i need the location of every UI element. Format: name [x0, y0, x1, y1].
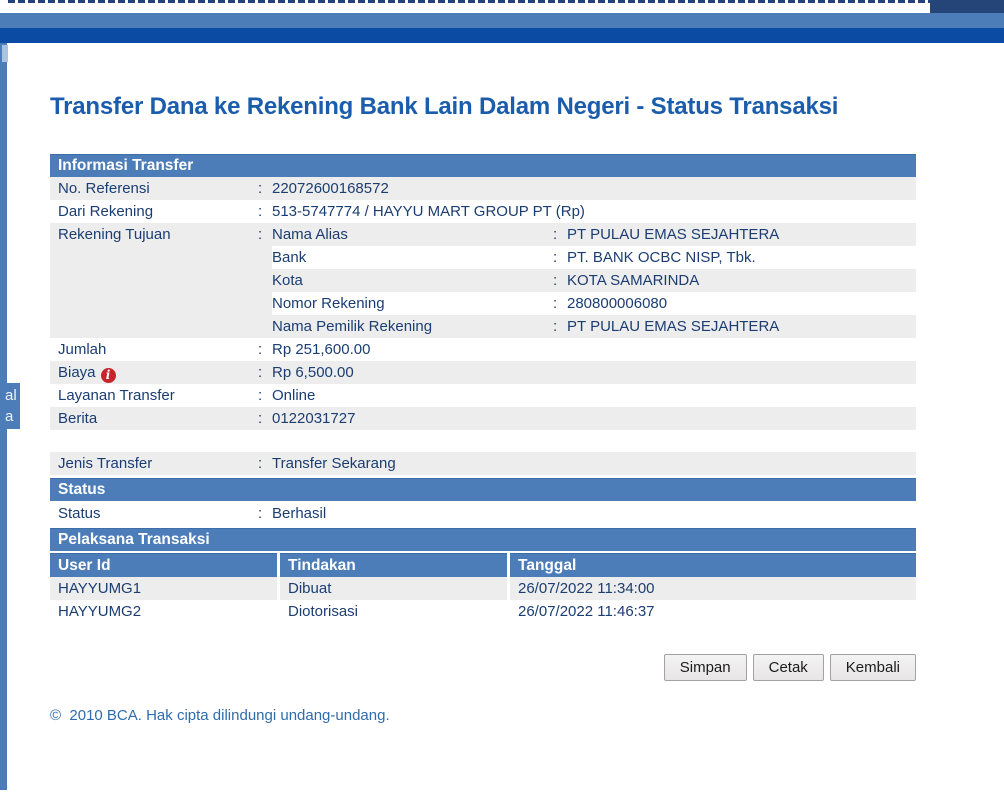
section-header-status: Status: [50, 478, 916, 501]
sidebar-bottom-gap: [0, 790, 7, 804]
column-header-tindakan: Tindakan: [280, 553, 507, 577]
colon: :: [553, 223, 567, 246]
row-label: Layanan Transfer: [50, 384, 258, 407]
colon: :: [258, 407, 272, 430]
row-label: No. Referensi: [50, 177, 258, 200]
row-label: Status: [50, 502, 258, 525]
cell-tanggal: 26/07/2022 11:34:00: [510, 577, 916, 600]
info-table: No. Referensi : 22072600168572 Dari Reke…: [50, 177, 916, 430]
cell-tanggal: 26/07/2022 11:46:37: [510, 600, 916, 623]
colon: :: [553, 246, 567, 269]
row-label: Rekening Tujuan: [50, 223, 258, 246]
column-header-tanggal: Tanggal: [510, 553, 916, 577]
row-label-empty: [50, 292, 258, 315]
row-value: KOTA SAMARINDA: [567, 269, 916, 292]
colon: :: [258, 452, 272, 475]
sidebar-fragment: a: [5, 408, 14, 425]
status-row: Status : Berhasil: [50, 502, 916, 525]
copyright-footer: © 2010 BCA. Hak cipta dilindungi undang-…: [50, 707, 390, 724]
colon-empty: [258, 269, 272, 292]
info-row-berita: Berita : 0122031727: [50, 407, 916, 430]
pelaksana-row: HAYYUMG1 Dibuat 26/07/2022 11:34:00: [50, 577, 916, 600]
colon: :: [258, 502, 272, 525]
row-label: Berita: [50, 407, 258, 430]
colon: :: [553, 315, 567, 338]
row-label-empty: [50, 246, 258, 269]
colon: :: [258, 338, 272, 361]
row-sublabel: Nomor Rekening: [272, 292, 553, 315]
pelaksana-row: HAYYUMG2 Diotorisasi 26/07/2022 11:46:37: [50, 600, 916, 623]
row-label: Dari Rekening: [50, 200, 258, 223]
row-value: PT PULAU EMAS SEJAHTERA: [567, 223, 916, 246]
info-row-bank: Bank : PT. BANK OCBC NISP, Tbk.: [50, 246, 916, 269]
row-value: Online: [272, 384, 916, 407]
info-row-kota: Kota : KOTA SAMARINDA: [50, 269, 916, 292]
action-buttons: Simpan Cetak Kembali: [663, 654, 916, 681]
cell-tindakan: Diotorisasi: [280, 600, 507, 623]
row-value: 513-5747774 / HAYYU MART GROUP PT (Rp): [272, 200, 916, 223]
cell-user-id: HAYYUMG2: [50, 600, 277, 623]
row-label-text: Biaya: [58, 364, 96, 381]
colon: :: [258, 223, 272, 246]
row-label-empty: [50, 315, 258, 338]
colon-empty: [258, 292, 272, 315]
top-steel-blue-bar: [0, 13, 1004, 28]
colon: :: [258, 200, 272, 223]
sidebar-fragment: al: [5, 387, 17, 404]
row-value: PT. BANK OCBC NISP, Tbk.: [567, 246, 916, 269]
row-sublabel: Bank: [272, 246, 553, 269]
row-value: 280800006080: [567, 292, 916, 315]
colon-empty: [258, 246, 272, 269]
row-label: Jenis Transfer: [50, 452, 258, 475]
row-value status-value: Berhasil: [272, 502, 916, 525]
colon: :: [553, 292, 567, 315]
info-row-no-referensi: No. Referensi : 22072600168572: [50, 177, 916, 200]
jenis-transfer-row: Jenis Transfer : Transfer Sekarang: [50, 452, 916, 475]
info-row-biaya: Biaya i : Rp 6,500.00: [50, 361, 916, 384]
info-row-nomor-rekening: Nomor Rekening : 280800006080: [50, 292, 916, 315]
sidebar-scroll-thumb: [2, 45, 8, 62]
info-icon[interactable]: i: [100, 368, 116, 383]
kembali-button[interactable]: Kembali: [829, 654, 916, 681]
row-value: Rp 6,500.00: [272, 361, 916, 384]
colon: :: [258, 361, 272, 384]
cetak-button[interactable]: Cetak: [752, 654, 824, 681]
row-value: 22072600168572: [272, 177, 916, 200]
row-label: Jumlah: [50, 338, 258, 361]
row-value: Rp 251,600.00: [272, 338, 916, 361]
info-row-layanan-transfer: Layanan Transfer : Online: [50, 384, 916, 407]
colon: :: [553, 269, 567, 292]
colon: :: [258, 177, 272, 200]
sidebar-clipped-menu: al a: [0, 383, 20, 429]
row-sublabel: Kota: [272, 269, 553, 292]
top-right-navy-block: [930, 0, 1004, 13]
colon-empty: [258, 315, 272, 338]
info-row-rekening-tujuan-nama-alias: Rekening Tujuan : Nama Alias : PT PULAU …: [50, 223, 916, 246]
top-dark-blue-bar: [0, 28, 1004, 43]
row-sublabel: Nama Alias: [272, 223, 553, 246]
row-label-empty: [50, 269, 258, 292]
pelaksana-column-header-row: User Id Tindakan Tanggal: [50, 553, 916, 577]
page-title: Transfer Dana ke Rekening Bank Lain Dala…: [50, 93, 839, 120]
row-value: Transfer Sekarang: [272, 452, 916, 475]
info-row-jumlah: Jumlah : Rp 251,600.00: [50, 338, 916, 361]
section-header-informasi-transfer: Informasi Transfer: [50, 154, 916, 177]
cell-tindakan: Dibuat: [280, 577, 507, 600]
info-row-nama-pemilik-rekening: Nama Pemilik Rekening : PT PULAU EMAS SE…: [50, 315, 916, 338]
row-value: PT PULAU EMAS SEJAHTERA: [567, 315, 916, 338]
simpan-button[interactable]: Simpan: [663, 654, 747, 681]
row-label: Biaya i: [50, 361, 258, 384]
cell-user-id: HAYYUMG1: [50, 577, 277, 600]
colon: :: [258, 384, 272, 407]
top-navy-dashed-strip: [8, 0, 1004, 3]
info-row-dari-rekening: Dari Rekening : 513-5747774 / HAYYU MART…: [50, 200, 916, 223]
row-value: 0122031727: [272, 407, 916, 430]
column-header-user-id: User Id: [50, 553, 277, 577]
row-sublabel: Nama Pemilik Rekening: [272, 315, 553, 338]
section-header-pelaksana-transaksi: Pelaksana Transaksi: [50, 528, 916, 551]
